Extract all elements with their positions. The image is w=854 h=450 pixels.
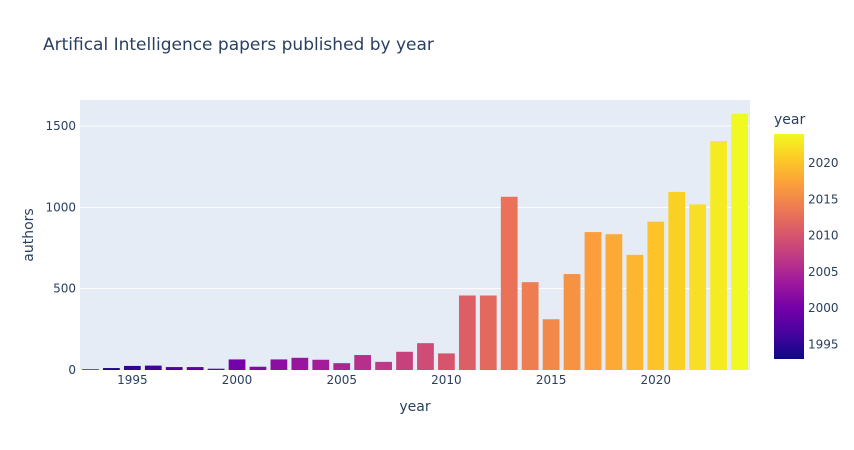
bar xyxy=(165,367,183,370)
bar xyxy=(731,113,748,370)
colorbar-tick-label: 2000 xyxy=(808,301,839,315)
chart-title: Artifical Intelligence papers published … xyxy=(43,35,434,55)
bar xyxy=(312,359,330,370)
bar xyxy=(375,361,392,370)
x-tick-label: 2020 xyxy=(641,373,672,387)
colorbar xyxy=(774,134,804,359)
x-tick-label: 2015 xyxy=(536,373,567,387)
bar xyxy=(354,355,372,370)
bar xyxy=(605,234,623,370)
x-axis-ticks: 1995 2000 2005 2010 2015 2020 xyxy=(117,373,671,387)
bar xyxy=(710,140,727,370)
bar xyxy=(396,351,413,370)
y-tick-label: 1500 xyxy=(45,119,76,133)
bar xyxy=(438,353,455,370)
y-tick-label: 500 xyxy=(53,282,76,296)
bar xyxy=(291,357,309,370)
bar xyxy=(542,319,560,370)
colorbar-tick-label: 1995 xyxy=(808,337,839,351)
bar xyxy=(270,359,288,370)
bar xyxy=(82,369,99,370)
bar xyxy=(123,365,141,370)
bar xyxy=(626,254,644,370)
colorbar-ticks: 1995 2000 2005 2010 2015 2020 xyxy=(808,156,839,351)
bar xyxy=(458,295,476,370)
bar xyxy=(584,232,602,370)
bar xyxy=(207,368,225,370)
bar xyxy=(647,221,665,370)
y-axis-ticks: 0 500 1000 1500 xyxy=(45,119,76,377)
y-tick-label: 1000 xyxy=(45,200,76,214)
colorbar-tick-label: 2015 xyxy=(808,192,839,206)
y-axis-title: authors xyxy=(21,208,37,261)
bar xyxy=(144,365,162,370)
bar xyxy=(500,196,518,370)
x-tick-label: 2010 xyxy=(431,373,462,387)
bar xyxy=(417,343,434,370)
x-tick-label: 2000 xyxy=(222,373,253,387)
colorbar-tick-label: 2020 xyxy=(808,156,839,170)
bar xyxy=(249,366,267,370)
bar xyxy=(689,204,707,370)
x-tick-label: 1995 xyxy=(117,373,148,387)
bar xyxy=(333,363,351,370)
colorbar-title: year xyxy=(774,112,805,128)
colorbar-tick-label: 2005 xyxy=(808,265,839,279)
bar xyxy=(479,295,497,370)
bar xyxy=(103,368,120,370)
x-tick-label: 2005 xyxy=(326,373,357,387)
bars xyxy=(82,113,748,370)
x-axis-title: year xyxy=(399,399,430,415)
colorbar-tick-label: 2010 xyxy=(808,229,839,243)
bar xyxy=(668,191,686,370)
bar xyxy=(186,367,204,370)
bar xyxy=(563,274,581,370)
y-tick-label: 0 xyxy=(68,363,76,377)
bar xyxy=(521,282,539,370)
bar xyxy=(228,359,246,370)
